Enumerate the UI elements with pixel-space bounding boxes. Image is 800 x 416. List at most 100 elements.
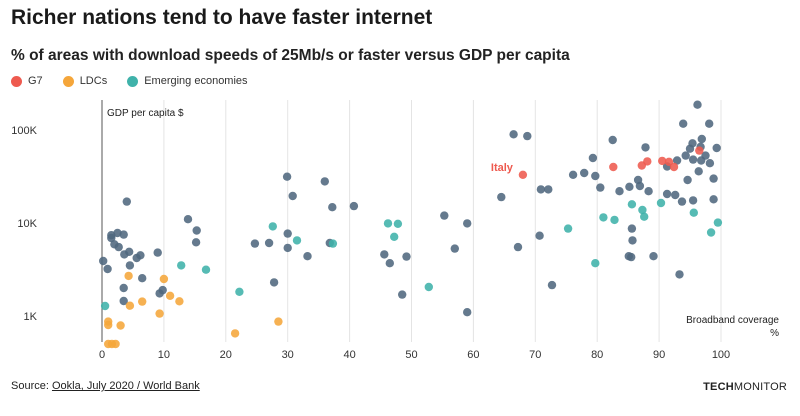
legend: G7 LDCs Emerging economies (11, 75, 268, 87)
legend-swatch-ldcs (62, 75, 74, 87)
x-tick-label-80: 80 (591, 349, 603, 361)
point-other-20 (183, 215, 193, 224)
point-other-44 (509, 130, 518, 139)
point-ldcs-7 (125, 301, 135, 310)
point-ldcs-8 (138, 297, 147, 306)
point-ldcs-9 (155, 309, 164, 318)
point-g7-6 (669, 162, 679, 172)
y-axis-label: GDP per capita $ (107, 108, 184, 119)
x-tick-label-50: 50 (405, 349, 417, 361)
x-tick-label-30: 30 (282, 349, 294, 361)
point-other-6 (114, 242, 123, 252)
source-prefix: Source: (11, 380, 52, 392)
point-other-9 (119, 283, 128, 293)
point-other-62 (627, 224, 637, 233)
point-other-17 (153, 248, 162, 257)
point-other-84 (701, 151, 710, 160)
point-other-43 (497, 192, 506, 202)
source-link[interactable]: Ookla, July 2020 / World Bank (51, 380, 200, 392)
point-emerging-economies-14 (610, 215, 619, 225)
point-other-67 (649, 252, 658, 261)
point-other-70 (671, 190, 680, 200)
point-other-45 (513, 242, 523, 252)
point-other-27 (288, 191, 297, 201)
point-emerging-economies-17 (640, 212, 649, 221)
chart-title: Richer nations tend to have faster inter… (11, 6, 433, 29)
point-emerging-economies-20 (706, 228, 716, 237)
point-emerging-economies-19 (689, 208, 698, 217)
point-other-37 (402, 252, 411, 261)
x-tick-label-90: 90 (653, 349, 665, 361)
point-other-47 (535, 231, 544, 240)
brand-light: MONITOR (733, 381, 787, 393)
x-axis-unit: % (770, 328, 779, 339)
point-emerging-economies-18 (656, 198, 666, 208)
point-other-46 (523, 131, 532, 141)
point-other-85 (705, 119, 714, 128)
point-other-64 (635, 181, 645, 191)
point-emerging-economies-4 (268, 222, 277, 231)
y-tick-label-1K: 1K (24, 311, 38, 323)
point-emerging-economies-8 (390, 232, 399, 241)
point-other-24 (264, 238, 274, 248)
point-emerging-economies-9 (393, 219, 403, 228)
point-emerging-economies-11 (563, 224, 573, 233)
point-other-73 (677, 197, 687, 206)
point-other-75 (681, 151, 690, 160)
point-g7-3 (643, 157, 652, 166)
point-other-78 (688, 139, 697, 148)
x-tick-label-10: 10 (158, 349, 170, 361)
point-other-68 (662, 189, 672, 199)
point-g7-1 (609, 162, 618, 172)
brand-logo: TECHMONITOR (703, 381, 787, 393)
point-other-22 (192, 226, 201, 235)
point-other-11 (125, 247, 134, 256)
point-other-91 (709, 195, 718, 204)
point-other-35 (380, 250, 389, 259)
point-other-56 (608, 135, 617, 145)
x-tick-label-0: 0 (99, 349, 105, 361)
x-tick-label-70: 70 (529, 349, 541, 361)
point-other-80 (693, 100, 702, 109)
point-other-52 (580, 168, 589, 178)
point-other-90 (688, 196, 698, 205)
point-ldcs-5 (116, 321, 125, 330)
point-other-50 (547, 280, 557, 290)
point-other-33 (328, 203, 337, 212)
legend-item-ldcs: LDCs (62, 75, 108, 87)
point-other-57 (615, 187, 624, 196)
point-other-29 (283, 243, 292, 253)
point-other-30 (303, 252, 312, 261)
point-other-23 (250, 239, 260, 248)
point-emerging-economies-0 (100, 301, 110, 311)
point-other-60 (627, 252, 636, 262)
point-other-58 (625, 182, 634, 191)
point-other-72 (675, 270, 684, 279)
point-emerging-economies-6 (328, 239, 338, 248)
point-other-81 (694, 167, 703, 176)
legend-item-g7: G7 (11, 75, 43, 87)
point-ldcs-4 (111, 339, 120, 349)
point-other-53 (588, 153, 598, 163)
point-other-19 (158, 285, 167, 295)
point-other-28 (283, 229, 292, 238)
point-other-42 (463, 308, 472, 317)
point-emerging-economies-15 (627, 200, 637, 209)
point-other-10 (122, 197, 131, 206)
point-ldcs-12 (175, 297, 184, 306)
point-other-87 (709, 174, 718, 183)
chart-subtitle: % of areas with download speeds of 25Mb/… (11, 47, 570, 64)
point-emerging-economies-13 (599, 213, 608, 222)
legend-swatch-g7 (11, 75, 22, 87)
point-other-39 (440, 211, 449, 220)
point-g7-0 (518, 170, 528, 179)
point-emerging-economies-2 (201, 265, 211, 274)
point-emerging-economies-21 (713, 218, 723, 227)
point-other-48 (536, 185, 546, 194)
point-other-41 (463, 219, 472, 228)
legend-label-ldcs: LDCs (79, 75, 108, 87)
point-other-49 (544, 185, 553, 194)
x-tick-label-20: 20 (220, 349, 232, 361)
point-other-79 (688, 155, 698, 164)
